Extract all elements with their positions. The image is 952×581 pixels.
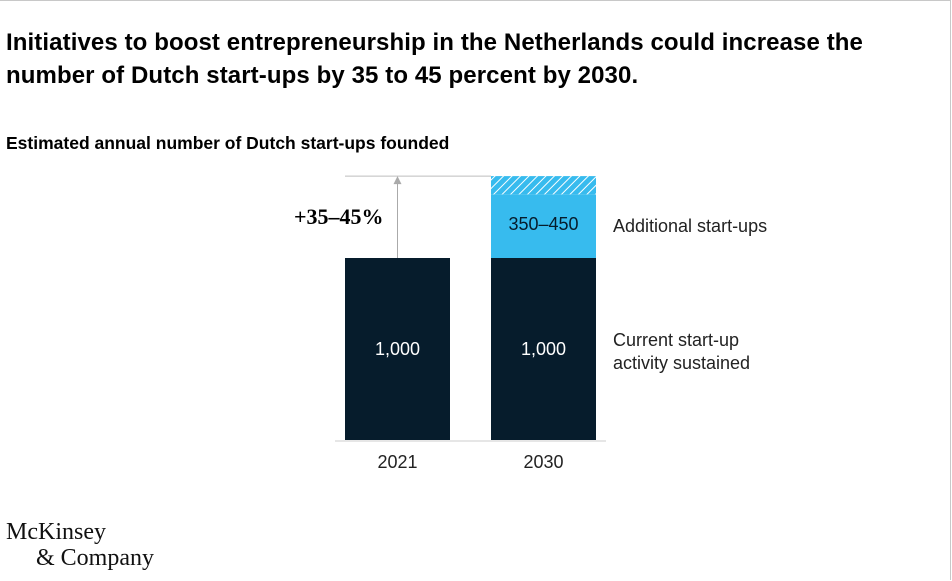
bar-label-2030-current: 1,000 <box>521 339 566 359</box>
bar-2021-current <box>345 258 450 440</box>
chart-title: Initiatives to boost entrepreneurship in… <box>6 29 864 89</box>
growth-annotation: +35–45% <box>294 204 384 229</box>
mckinsey-logo: McKinsey & Company <box>6 519 154 571</box>
chart-subtitle: Estimated annual number of Dutch start-u… <box>6 133 450 153</box>
bar-label-2021: 1,000 <box>375 339 420 359</box>
bar-2030-additional <box>491 194 596 258</box>
logo-line-2: & Company <box>36 545 154 571</box>
legend-current-line-2: activity sustained <box>613 353 750 373</box>
logo-line-1: McKinsey <box>6 519 106 545</box>
x-tick-2021: 2021 <box>377 452 417 472</box>
x-tick-2030: 2030 <box>523 452 563 472</box>
bar-2030-current <box>491 258 596 440</box>
growth-arrowhead <box>393 176 402 185</box>
bar-label-2030-additional: 350–450 <box>508 214 578 234</box>
legend-additional-line-1: Additional start-ups <box>613 216 767 236</box>
legend-additional-startups: Additional start-ups <box>613 216 767 236</box>
legend-current-line-1: Current start-up <box>613 330 739 350</box>
legend-current-activity: Current start-up activity sustained <box>613 330 750 373</box>
bar-2030-additional-range <box>491 176 596 195</box>
